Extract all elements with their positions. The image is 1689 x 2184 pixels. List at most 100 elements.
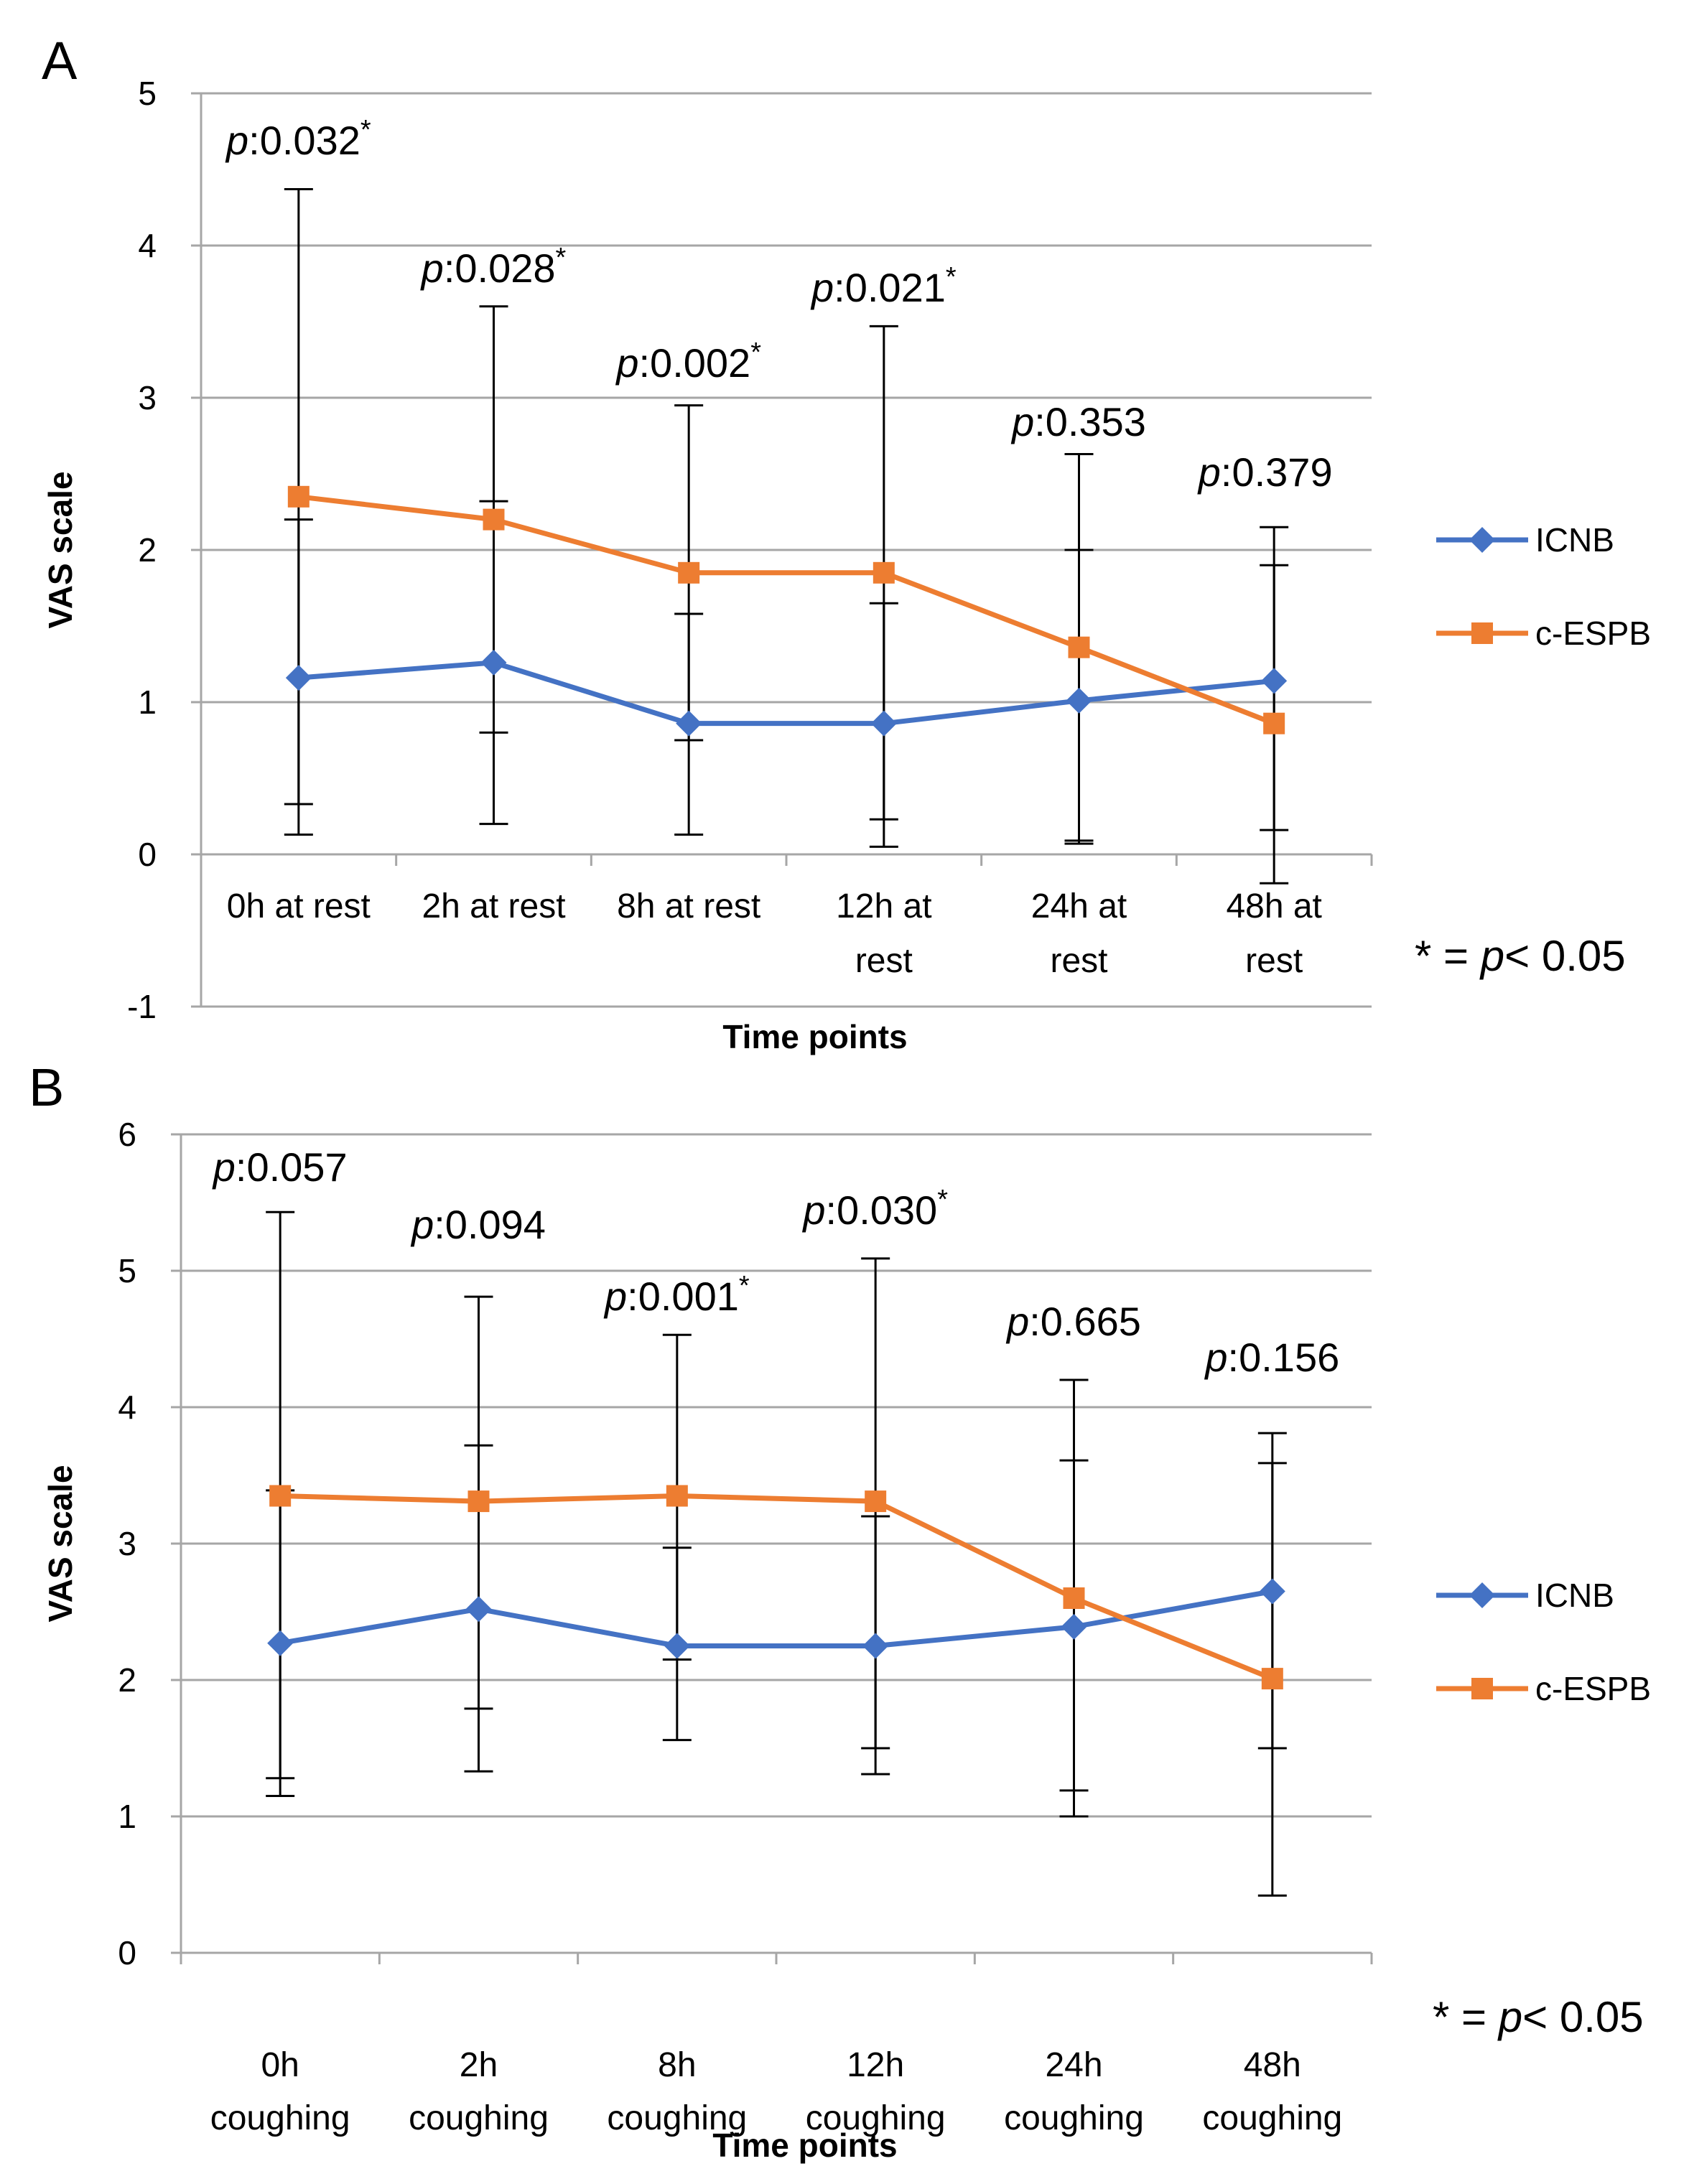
y-tick-label: 2 — [138, 531, 157, 569]
x-tick-label: 12h at — [836, 887, 931, 925]
p-value-annotation: p:0.030* — [801, 1185, 948, 1233]
data-point-c-espb — [873, 561, 895, 584]
x-tick-label: 48h — [1244, 2046, 1301, 2084]
data-point-c-espb — [1063, 1587, 1085, 1609]
data-point-c-espb — [678, 561, 700, 584]
data-point-icnb — [285, 665, 312, 691]
note-part: * = — [1415, 932, 1481, 980]
p-value-annotation: p:0.021* — [810, 262, 957, 310]
legend-label: ICNB — [1535, 1577, 1614, 1614]
p-label: p — [810, 265, 834, 310]
significance-star: * — [937, 1185, 948, 1215]
legend-label: ICNB — [1535, 521, 1614, 559]
p-label: p — [1204, 1335, 1227, 1380]
p-value: :0.030 — [825, 1187, 937, 1233]
data-point-c-espb — [666, 1485, 688, 1507]
y-tick-label: 1 — [118, 1798, 136, 1835]
p-label: p — [603, 1274, 627, 1319]
p-label: p — [1005, 1299, 1029, 1344]
data-point-c-espb — [467, 1490, 490, 1513]
legend-label: c-ESPB — [1535, 615, 1651, 652]
x-axis-title: Time points — [712, 2127, 897, 2164]
panel-letter: A — [42, 31, 78, 90]
y-tick-label: 1 — [138, 683, 157, 721]
p-value: :0.032 — [248, 118, 360, 163]
significance-star: * — [739, 1271, 750, 1301]
p-value-annotation: p:0.353 — [1010, 399, 1146, 444]
y-tick-label: 4 — [138, 227, 157, 264]
panel-b: B 0 1 2 3 4 5 6 0h coughing 2h coughing 8h coughing 12… — [29, 1058, 1651, 2164]
panel-a: A -1 0 1 2 3 4 5 0h at rest 2h at rest 8h at rest 1… — [42, 31, 1651, 1055]
p-label: p — [420, 246, 444, 291]
p-value-annotation: p:0.002* — [615, 337, 761, 386]
legend-label: c-ESPB — [1535, 1670, 1651, 1707]
p-label: p — [212, 1144, 236, 1190]
y-tick-label: 0 — [138, 836, 157, 873]
x-axis-title: Time points — [722, 1018, 907, 1055]
x-tick-label: coughing — [210, 2099, 350, 2137]
y-tick-label: 3 — [138, 379, 157, 416]
legend-marker-c-espb — [1471, 1678, 1493, 1699]
x-tick-label: 48h at — [1226, 887, 1321, 925]
note-part: p — [1479, 932, 1504, 980]
legend-marker-icnb — [1469, 1582, 1495, 1608]
x-tick-label: 2h — [460, 2046, 498, 2084]
x-tick-label: coughing — [1004, 2099, 1144, 2137]
data-point-icnb — [664, 1633, 690, 1659]
significance-star: * — [946, 262, 957, 292]
x-tick-label: coughing — [409, 2099, 549, 2137]
p-value: :0.379 — [1221, 449, 1333, 495]
data-point-icnb — [480, 649, 507, 676]
p-value: :0.156 — [1228, 1335, 1340, 1380]
data-point-icnb — [1261, 668, 1288, 694]
p-value: :0.094 — [434, 1202, 546, 1247]
data-point-icnb — [1066, 687, 1092, 714]
p-value: :0.002 — [638, 340, 750, 386]
p-value: :0.353 — [1034, 399, 1146, 444]
p-value-annotation: p:0.094 — [410, 1202, 546, 1247]
y-tick-label: 5 — [138, 75, 157, 112]
y-tick-label: -1 — [127, 988, 157, 1025]
p-value: :0.028 — [444, 246, 556, 291]
panel-letter: B — [29, 1058, 64, 1117]
p-value-annotation: p:0.001* — [603, 1271, 750, 1319]
x-tick-label: coughing — [607, 2099, 747, 2137]
data-point-icnb — [267, 1630, 294, 1656]
data-point-c-espb — [1263, 712, 1285, 734]
p-value: :0.665 — [1029, 1299, 1141, 1344]
p-label: p — [1197, 449, 1221, 495]
data-point-icnb — [1259, 1578, 1285, 1605]
p-value-annotation: p:0.028* — [420, 243, 567, 291]
y-axis-title: VAS scale — [42, 1465, 79, 1622]
y-tick-label: 0 — [118, 1934, 136, 1971]
x-tick-label: 2h at rest — [422, 887, 565, 925]
x-tick-label: coughing — [806, 2099, 946, 2137]
data-point-icnb — [870, 710, 897, 737]
data-point-icnb — [862, 1633, 889, 1659]
data-point-c-espb — [287, 485, 310, 508]
data-point-icnb — [676, 710, 702, 737]
x-tick-label: 24h at — [1031, 887, 1127, 925]
significance-star: * — [360, 115, 371, 145]
series-line-icnb — [298, 660, 1275, 727]
p-value-annotation: p:0.379 — [1197, 449, 1333, 495]
data-point-c-espb — [269, 1485, 292, 1507]
p-label: p — [1010, 399, 1034, 444]
x-tick-label: 0h at rest — [227, 887, 371, 925]
y-tick-label: 6 — [118, 1116, 136, 1153]
data-point-c-espb — [1261, 1668, 1283, 1690]
x-tick-label: coughing — [1202, 2099, 1342, 2137]
p-value-annotation: p:0.032* — [225, 115, 371, 163]
data-point-c-espb — [483, 508, 505, 531]
data-point-c-espb — [1068, 636, 1090, 658]
x-tick-label: 24h — [1045, 2046, 1102, 2084]
p-value-annotation: p:0.057 — [212, 1144, 348, 1190]
x-tick-label: 8h — [658, 2046, 696, 2084]
significance-star: * — [750, 337, 761, 368]
legend-marker-icnb — [1469, 527, 1495, 553]
y-tick-label: 2 — [118, 1661, 136, 1699]
significance-note: * = p< 0.05 — [1415, 932, 1626, 980]
note-part: < 0.05 — [1522, 1993, 1644, 2041]
p-label: p — [410, 1202, 434, 1247]
